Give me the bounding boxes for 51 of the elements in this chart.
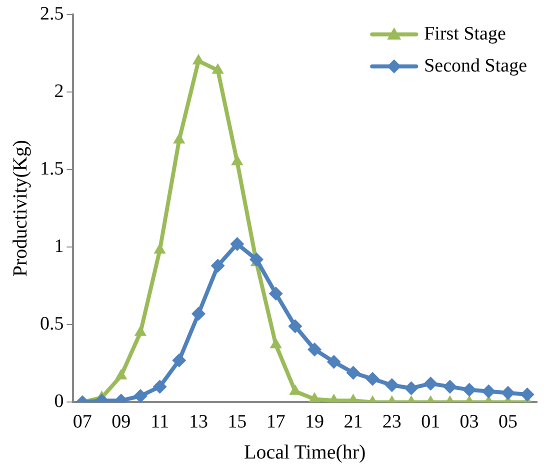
point — [384, 378, 399, 392]
point — [482, 384, 496, 398]
point — [462, 382, 476, 397]
point — [210, 258, 225, 273]
point — [231, 154, 244, 166]
point — [326, 354, 341, 369]
x-tick-label: 15 — [228, 412, 247, 433]
point — [172, 353, 186, 368]
y-axis-title: Productivity(Kg) — [9, 140, 32, 277]
y-tick-label: 0.5 — [40, 314, 64, 335]
point — [500, 386, 515, 400]
x-tick-label: 23 — [382, 412, 402, 433]
point — [230, 236, 244, 251]
point — [442, 380, 457, 394]
x-tick-label: 09 — [112, 412, 131, 433]
point — [520, 387, 534, 402]
x-tick-label: 11 — [150, 412, 169, 433]
point — [346, 366, 360, 380]
x-tick-label: 05 — [498, 412, 518, 433]
y-tick-label: 1 — [54, 236, 64, 258]
x-tick-label: 01 — [421, 412, 440, 433]
legend-label: Second Stage — [424, 55, 528, 76]
x-tick-label: 17 — [266, 412, 286, 433]
y-tick-label: 2.5 — [40, 3, 64, 24]
y-tick-label: 2 — [54, 80, 64, 102]
point — [270, 338, 282, 348]
y-tick-label: 1.5 — [40, 158, 64, 180]
x-tick-label: 19 — [305, 412, 324, 433]
point — [173, 133, 186, 144]
point — [424, 376, 438, 391]
x-tick-label: 07 — [72, 412, 92, 433]
point — [268, 286, 283, 301]
point — [212, 63, 224, 74]
x-axis-title: Local Time(hr) — [244, 441, 366, 464]
x-tick-label: 21 — [344, 412, 363, 433]
point — [115, 368, 128, 380]
point — [191, 306, 206, 321]
x-tick-label: 03 — [460, 412, 479, 433]
point — [250, 252, 264, 266]
point — [308, 392, 321, 402]
point — [288, 319, 302, 334]
point — [133, 388, 148, 402]
point — [154, 243, 166, 254]
point — [366, 372, 380, 386]
point — [152, 380, 167, 394]
x-tick-label: 13 — [188, 412, 208, 433]
point — [308, 342, 322, 356]
legend-label: First Stage — [424, 23, 506, 44]
point — [134, 325, 147, 336]
y-tick-label: 0 — [54, 391, 64, 412]
point — [404, 381, 418, 396]
